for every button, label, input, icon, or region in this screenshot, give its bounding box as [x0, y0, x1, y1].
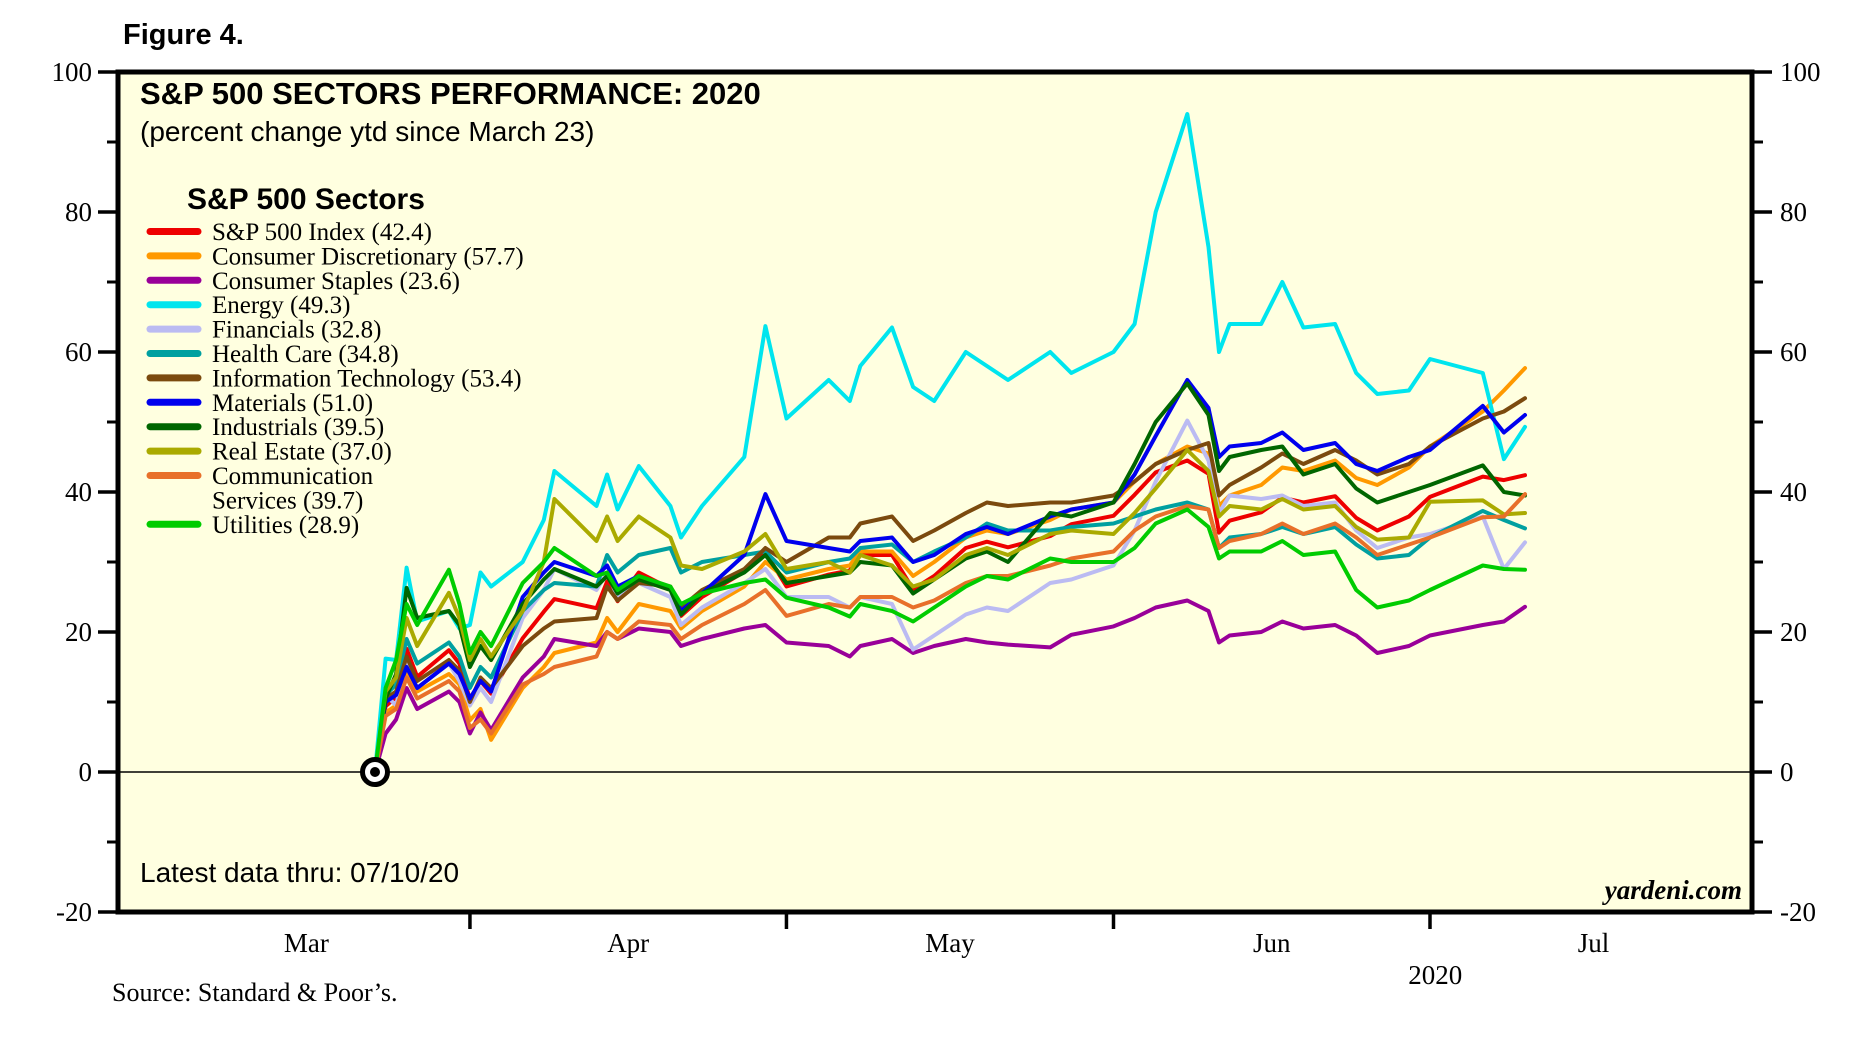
y-tick-label-right: 40 — [1780, 477, 1807, 507]
y-tick-label-left: 20 — [65, 617, 92, 647]
series-lines — [373, 112, 1527, 774]
start-marker — [360, 757, 390, 787]
legend-label-financials: Financials (32.8) — [212, 317, 381, 344]
series-line-energy — [373, 112, 1527, 774]
legend-label-real_estate: Real Estate (37.0) — [212, 439, 392, 466]
x-month-label: Jul — [1578, 928, 1610, 958]
y-tick-label-right: 100 — [1780, 57, 1821, 87]
legend-label-health_care: Health Care (34.8) — [212, 341, 399, 368]
y-tick-label-right: 0 — [1780, 757, 1794, 787]
x-month-label: May — [925, 928, 975, 958]
legend-items: S&P 500 Index (42.4)Consumer Discretiona… — [146, 219, 524, 539]
y-tick-label-right: 80 — [1780, 197, 1807, 227]
legend: S&P 500 Sectors S&P 500 Index (42.4)Cons… — [146, 183, 524, 539]
chart-title: S&P 500 SECTORS PERFORMANCE: 2020 — [140, 76, 761, 111]
legend-label-sp500: S&P 500 Index (42.4) — [212, 219, 432, 246]
chart-subtitle: (percent change ytd since March 23) — [140, 116, 594, 147]
legend-label-utilities: Utilities (28.9) — [212, 512, 359, 539]
legend-label-industrials: Industrials (39.5) — [212, 414, 384, 441]
x-axis-labels: Mar Apr May Jun Jul 2020 — [284, 928, 1609, 990]
figure-label: Figure 4. — [123, 19, 244, 51]
y-axis-ticks — [98, 70, 1772, 914]
y-tick-label-left: 60 — [65, 337, 92, 367]
series-line-utilities — [373, 507, 1527, 774]
y-tick-label-left: 80 — [65, 197, 92, 227]
x-year-label: 2020 — [1408, 960, 1462, 990]
legend-label-info_tech: Information Technology (53.4) — [212, 365, 522, 392]
y-tick-label-right: 20 — [1780, 617, 1807, 647]
watermark-label: yardeni.com — [1602, 875, 1742, 905]
y-tick-label-right: 60 — [1780, 337, 1807, 367]
y-tick-label-left: 40 — [65, 477, 92, 507]
legend-label-materials: Materials (51.0) — [212, 390, 373, 417]
y-axis-labels-right: 100 80 60 40 20 0 -20 — [1780, 57, 1821, 927]
x-month-label: Apr — [607, 928, 649, 958]
source-label: Source: Standard & Poor’s. — [112, 978, 398, 1007]
legend-title: S&P 500 Sectors — [187, 183, 425, 216]
series-line-financials — [373, 418, 1527, 774]
series-line-industrials — [373, 381, 1527, 774]
y-axis-labels-left: 100 80 60 40 20 0 -20 — [52, 57, 93, 927]
y-tick-label-left: -20 — [56, 897, 92, 927]
series-line-cons_staples — [373, 598, 1527, 774]
x-month-label: Mar — [284, 928, 329, 958]
legend-label-energy: Energy (49.3) — [212, 292, 350, 319]
legend-label-comm_services: Services (39.7) — [212, 487, 363, 514]
y-tick-label-left: 0 — [79, 757, 93, 787]
legend-label-cons_staples: Consumer Staples (23.6) — [212, 268, 460, 295]
y-tick-label-left: 100 — [52, 57, 93, 87]
x-month-label: Jun — [1253, 928, 1291, 958]
y-tick-label-right: -20 — [1780, 897, 1816, 927]
series-line-materials — [373, 378, 1527, 774]
legend-label-comm_services: Communication — [212, 463, 374, 490]
series-line-comm_services — [373, 492, 1527, 774]
legend-label-cons_disc: Consumer Discretionary (57.7) — [212, 243, 524, 270]
x-axis-ticks — [468, 912, 1432, 929]
latest-data-label: Latest data thru: 07/10/20 — [140, 857, 459, 888]
series-line-real_estate — [373, 448, 1527, 774]
